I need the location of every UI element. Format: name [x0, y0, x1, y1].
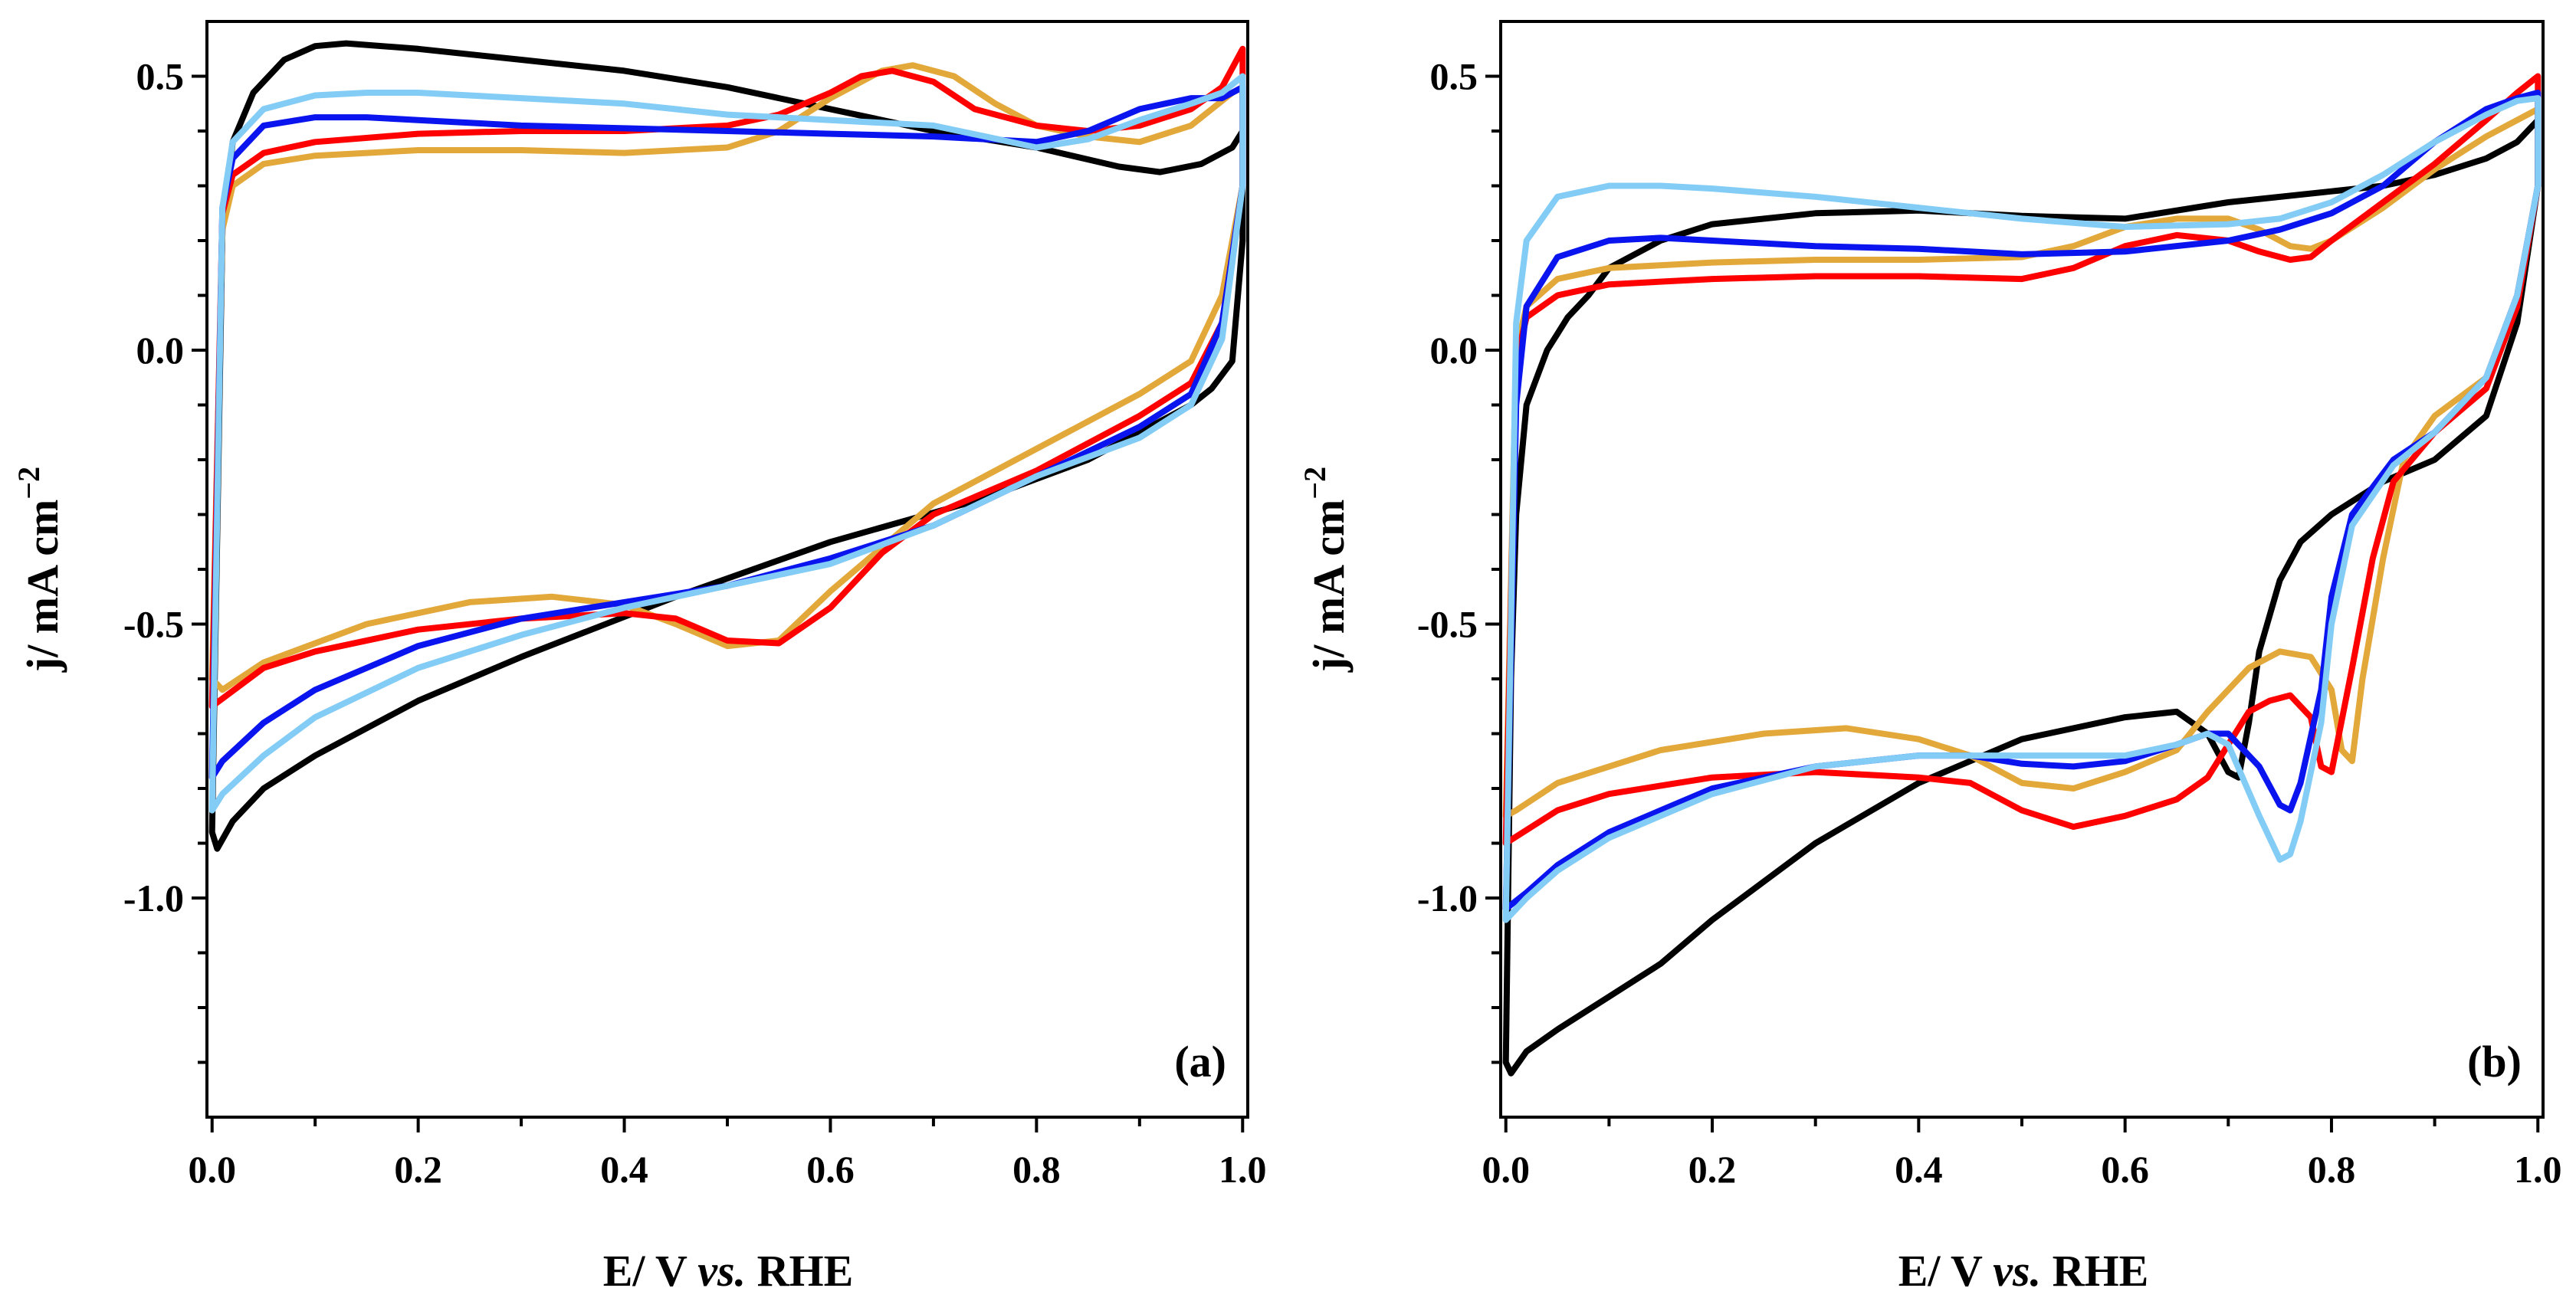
panel-label: (a) — [1174, 1037, 1226, 1086]
y-axis-label: j/ mA cm−2 — [11, 467, 67, 673]
x-tick-label: 0.6 — [2101, 1148, 2149, 1191]
y-tick-label: -1.0 — [123, 877, 184, 919]
x-axis-label: E/ V vs. RHE — [603, 1246, 854, 1296]
x-axis-label: E/ V vs. RHE — [1898, 1246, 2149, 1296]
panel-b: 0.0 0.2 0.4 0.6 0.8 1.0 0.5 0.0 -0.5 -1.0 E/ V vs.… — [1298, 20, 2562, 1296]
y-axis-label-text: j/ mA cm — [18, 500, 67, 674]
cv-curve-lightblue — [208, 73, 1246, 814]
y-tick-label: 0.0 — [1430, 329, 1478, 372]
panel-label: (b) — [2467, 1037, 2522, 1086]
x-axis-label-part: E/ V — [1898, 1246, 1994, 1296]
x-tick-label: 1.0 — [1219, 1148, 1267, 1191]
y-tick-label: 0.5 — [1430, 55, 1478, 98]
y-tick-label: -1.0 — [1417, 877, 1478, 919]
y-axis-label-superscript: −2 — [11, 467, 46, 500]
cv-curve-black — [208, 40, 1246, 852]
x-tick-label: 0.8 — [2308, 1148, 2356, 1191]
x-axis-label-part: RHE — [2041, 1246, 2148, 1296]
x-tick-label: 0.0 — [1482, 1148, 1530, 1191]
plot-frame — [205, 20, 1249, 1119]
x-tick-label: 0.8 — [1012, 1148, 1061, 1191]
x-axis-label-part: RHE — [746, 1246, 853, 1296]
cv-curve-lightblue — [1502, 95, 2542, 923]
x-axis-label-part: E/ V — [603, 1246, 698, 1296]
x-tick-label: 0.2 — [1688, 1148, 1737, 1191]
x-tick-label: 0.4 — [600, 1148, 648, 1191]
panel-a: 0.0 0.2 0.4 0.6 0.8 1.0 0.5 0.0 -0.5 -1.0 E/ V vs.… — [11, 20, 1267, 1296]
cv-curve-black — [1502, 116, 2542, 1077]
y-axis-label-superscript: −2 — [1298, 467, 1332, 500]
y-tick-label: -0.5 — [1417, 603, 1478, 646]
cv-curve-red — [1502, 73, 2542, 847]
y-axis-label-text: j/ mA cm — [1304, 500, 1354, 674]
y-axis-label: j/ mA cm−2 — [1298, 467, 1354, 673]
cv-curve-blue — [208, 84, 1246, 781]
x-tick-label: 0.4 — [1895, 1148, 1943, 1191]
y-tick-label: -0.5 — [123, 603, 184, 646]
x-tick-label: 0.2 — [394, 1148, 442, 1191]
x-tick-label: 1.0 — [2514, 1148, 2562, 1191]
x-tick-label: 0.0 — [188, 1148, 236, 1191]
y-tick-label: 0.0 — [136, 329, 185, 372]
x-axis-label-part: vs. — [697, 1246, 746, 1296]
x-axis-label-part: vs. — [1993, 1246, 2041, 1296]
x-tick-label: 0.6 — [806, 1148, 855, 1191]
y-tick-label: 0.5 — [136, 55, 185, 98]
